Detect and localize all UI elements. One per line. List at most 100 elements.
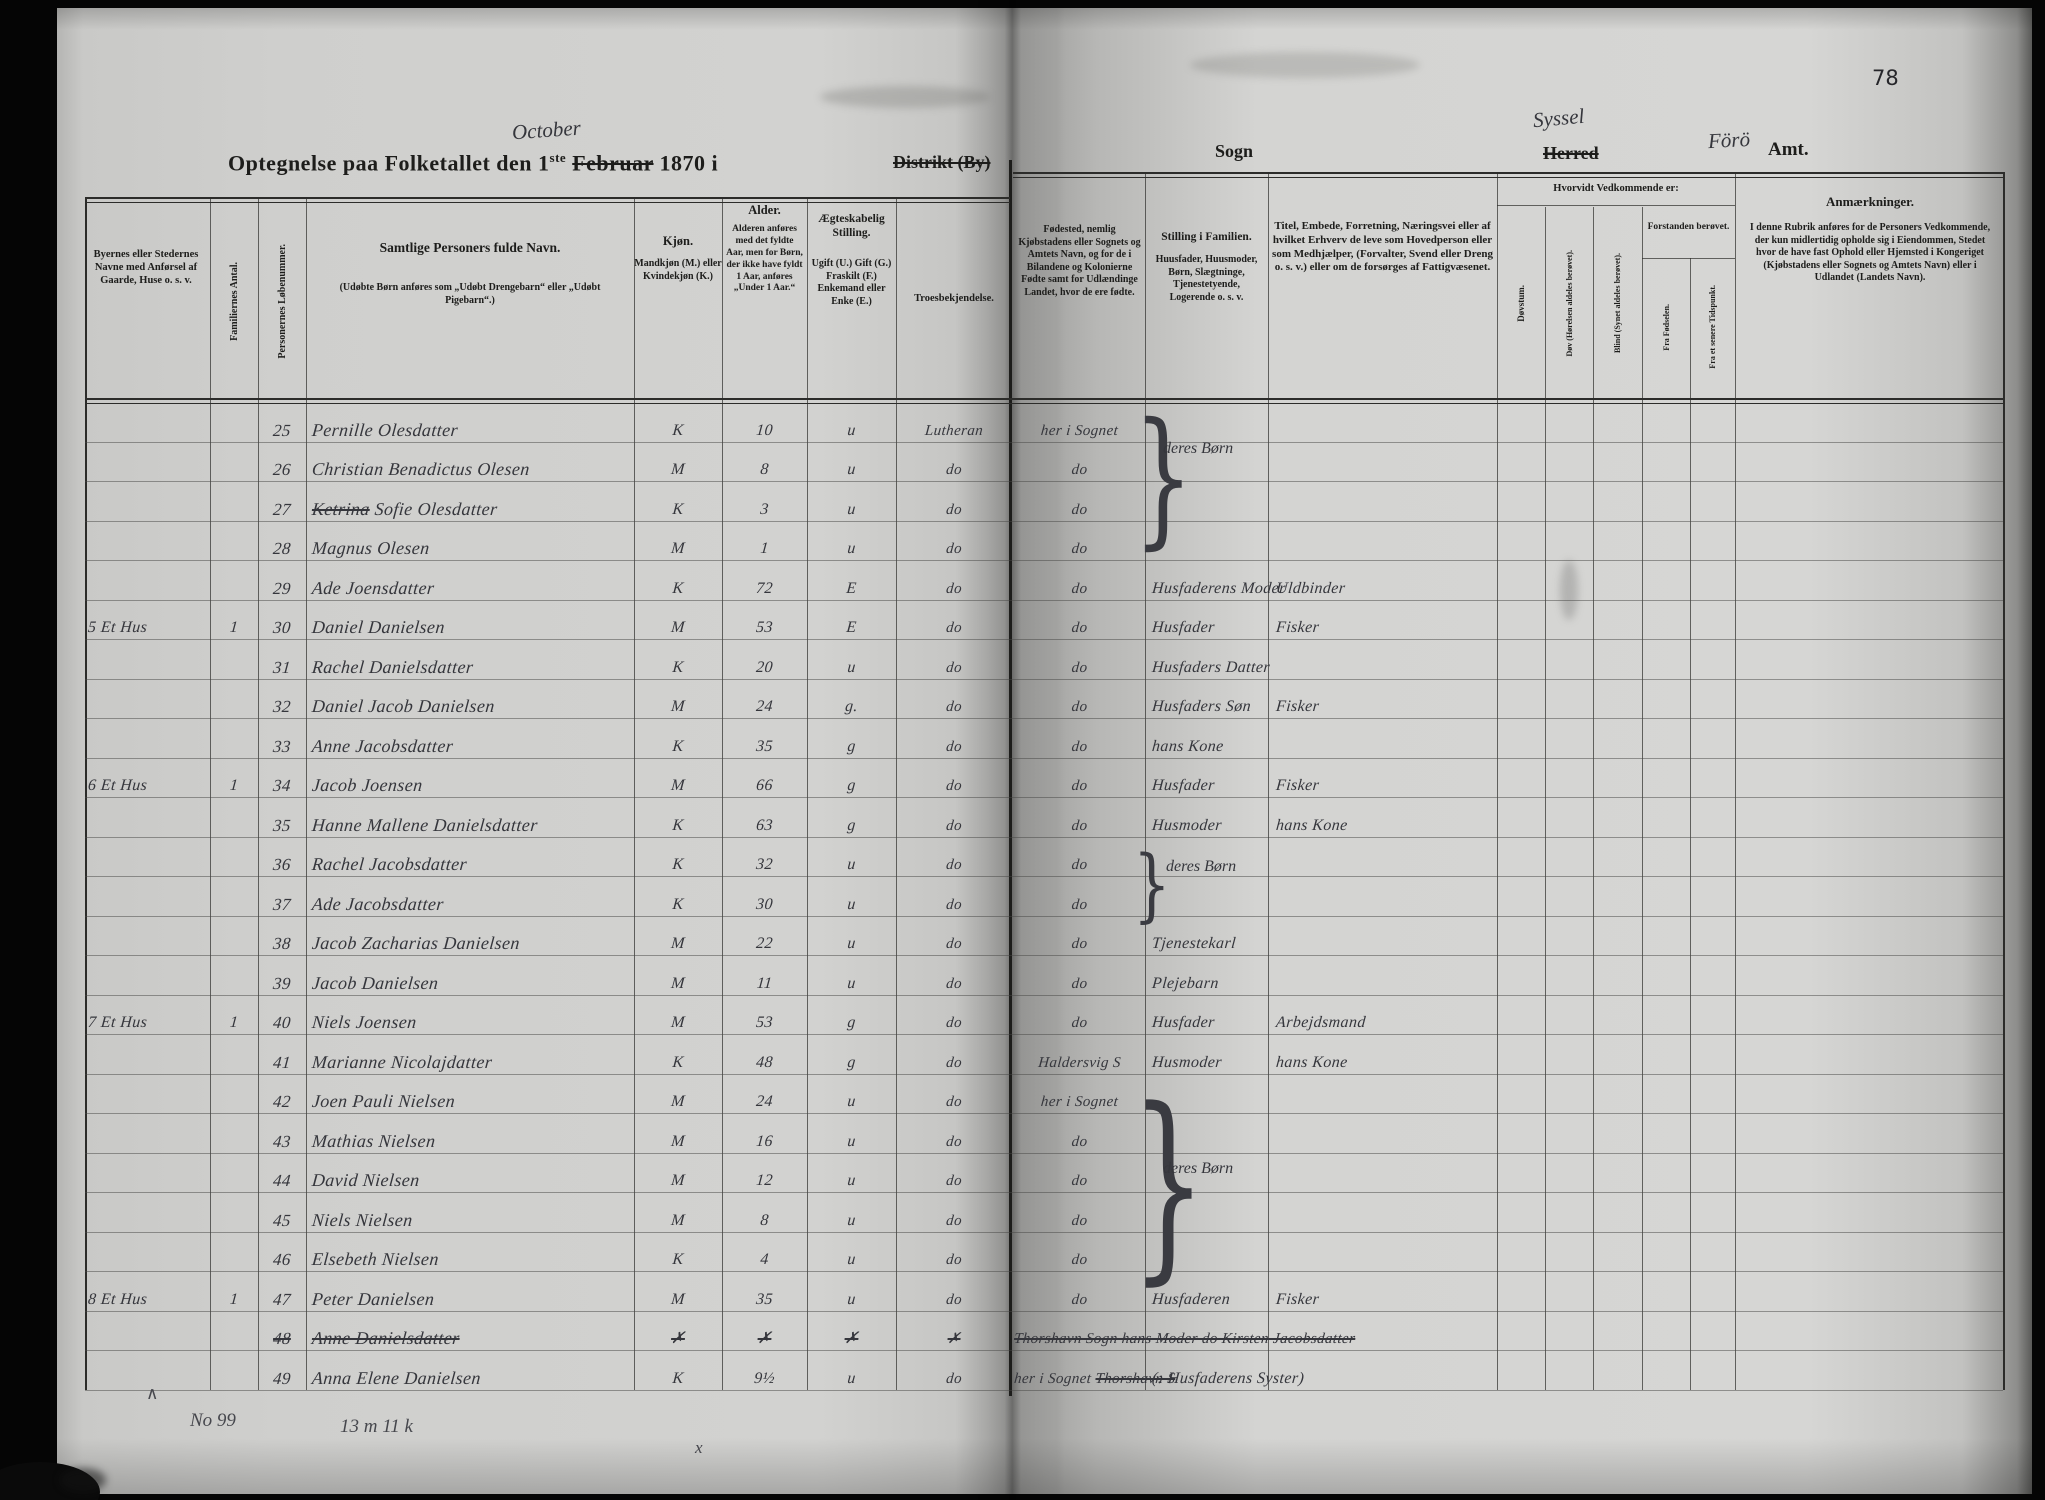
cell-tro: do [945, 580, 963, 597]
scan-border-bottom [0, 1493, 2045, 1500]
cell-aegt: E [845, 619, 858, 636]
cell-alder: 66 [755, 777, 774, 794]
col-header-kjon: Kjøn. [662, 234, 694, 248]
cell-alder: 63 [755, 816, 774, 834]
cell-nr: 49 [272, 1368, 292, 1388]
cell-tro: do [945, 1054, 963, 1071]
cell-tro: do [945, 501, 963, 518]
grid-line [85, 955, 2003, 956]
col-header-hvorvidt: Hvorvidt Vedkommende er: [1553, 183, 1679, 194]
cell-stilling: (: Husfaderens Syster) [1151, 1369, 1305, 1387]
cell-fodested: do [1070, 975, 1089, 992]
cell-aegt: u [846, 500, 857, 518]
cell-nr: 37 [272, 894, 292, 914]
cell-erhverv: Fisker [1275, 698, 1321, 715]
cell-aegt: g [846, 1014, 857, 1031]
col-header-forstanden: Forstanden berøvet. [1647, 222, 1730, 232]
cell-kjon: K [671, 737, 685, 755]
grid-line [1497, 205, 1735, 206]
cell-tro: do [945, 462, 963, 478]
grid-line [85, 481, 2003, 482]
cell-aegt: u [846, 540, 857, 557]
cell-navn: Daniel Jacob Danielsen [311, 696, 496, 716]
field-distrikt: Distrikt (By) [893, 152, 991, 172]
grid-line [1735, 172, 1736, 1390]
grid-line [1268, 172, 1269, 1390]
table-row: 6 Et Hus 1 34 Jacob Joensen M 66 g do do Husfader… [0, 758, 2045, 798]
cell-navn: Anna Elene Danielsen [311, 1367, 482, 1388]
gutter-fold-line [1009, 160, 1012, 1396]
col-header-familiernes-antal: Familiernes Antal. [228, 261, 240, 341]
cell-alder: 35 [755, 1290, 774, 1308]
cell-navn: Pernille Olesdatter [311, 419, 459, 440]
title-text: Optegnelse paa Folketallet den 1 [228, 150, 550, 176]
cell-kjon: M [670, 698, 686, 715]
grid-line [210, 197, 211, 1390]
cell-nr: 28 [272, 539, 292, 558]
cell-tro: do [945, 738, 963, 755]
cell-navn: Ketrina Sofie Olesdatter [311, 498, 499, 519]
cell-kjon: M [670, 540, 686, 557]
grid-line [1690, 258, 1691, 1390]
table-row: 42 Joen Pauli Nielsen M 24 u do her i Sognet [0, 1074, 2045, 1114]
scan-smudge [1560, 560, 1578, 620]
grid-line [85, 1271, 2003, 1272]
cell-nr: 38 [272, 934, 292, 953]
cell-fodested: do [1070, 1173, 1089, 1189]
cell-aegt: g [846, 737, 857, 755]
cell-tro: do [945, 620, 963, 636]
col-header-alder: Alder. [748, 203, 781, 217]
grid-line [1642, 207, 1643, 1390]
grid-line [85, 639, 2003, 640]
grid-line [85, 718, 2003, 719]
cell-tro: do [945, 1173, 963, 1189]
field-herred: Herred [1543, 143, 1599, 163]
grid-line [896, 197, 897, 1390]
grid-line [85, 560, 2003, 561]
grid-line [85, 1232, 2003, 1233]
grid-line [85, 837, 2003, 838]
cell-aegt: u [846, 856, 857, 873]
cell-aegt: E [845, 579, 858, 597]
cell-bosted: 6 Et Hus [87, 777, 148, 794]
grid-line [85, 1350, 2003, 1351]
grid-line [85, 197, 87, 1390]
cell-nr: 29 [272, 578, 292, 598]
page-title: Optegnelse paa Folketallet den 1ste Febr… [228, 150, 718, 176]
cell-fodested: do [1070, 817, 1089, 834]
cell-nr: 48 [272, 1329, 292, 1348]
table-row: 31 Rachel Danielsdatter K 20 u do do Husfaders … [0, 639, 2045, 679]
field-sogn: Sogn [1215, 141, 1254, 161]
handwritten-syssel: Syssel [1532, 103, 1586, 133]
cell-fodested: do [1070, 1252, 1089, 1268]
cell-nr: 40 [272, 1013, 292, 1032]
cell-aegt: u [846, 421, 857, 439]
col-header-stilling: Stilling i Familien. [1161, 231, 1252, 243]
table-row: 41 Marianne Nicolajdatter K 48 g do Haldersvig… [0, 1034, 2045, 1074]
cell-kjon: ✗ [670, 1330, 686, 1347]
cell-nr: 26 [272, 460, 292, 479]
table-row: 35 Hanne Mallene Danielsdatter K 63 g do do Hus… [0, 797, 2045, 837]
cell-nr: 41 [272, 1052, 292, 1072]
cell-fodested: do [1070, 462, 1089, 478]
table-row: 37 Ade Jacobsdatter K 30 u do do [0, 876, 2045, 916]
cell-kjon: M [670, 461, 686, 478]
table-row: 33 Anne Jacobsdatter K 35 g do do hans Kone [0, 718, 2045, 758]
cell-fodested: do [1070, 1015, 1089, 1031]
grid-line [85, 876, 2003, 877]
cell-aegt: u [846, 895, 857, 913]
table-row: 45 Niels Nielsen M 8 u do do [0, 1192, 2045, 1232]
grid-line [85, 403, 2003, 404]
cell-aegt: g [846, 1053, 857, 1071]
cell-fam: 1 [229, 1290, 239, 1308]
cell-aegt: g [846, 777, 857, 794]
cell-tro: do [945, 1370, 963, 1387]
cell-navn: Jacob Joensen [311, 775, 424, 795]
grid-line [85, 1074, 2003, 1075]
title-month-struck: Februar [572, 150, 654, 176]
cell-kjon: K [671, 895, 685, 913]
cell-fodested: do [1070, 896, 1089, 913]
cell-tro: do [945, 896, 963, 913]
cell-tro: do [945, 1094, 963, 1110]
